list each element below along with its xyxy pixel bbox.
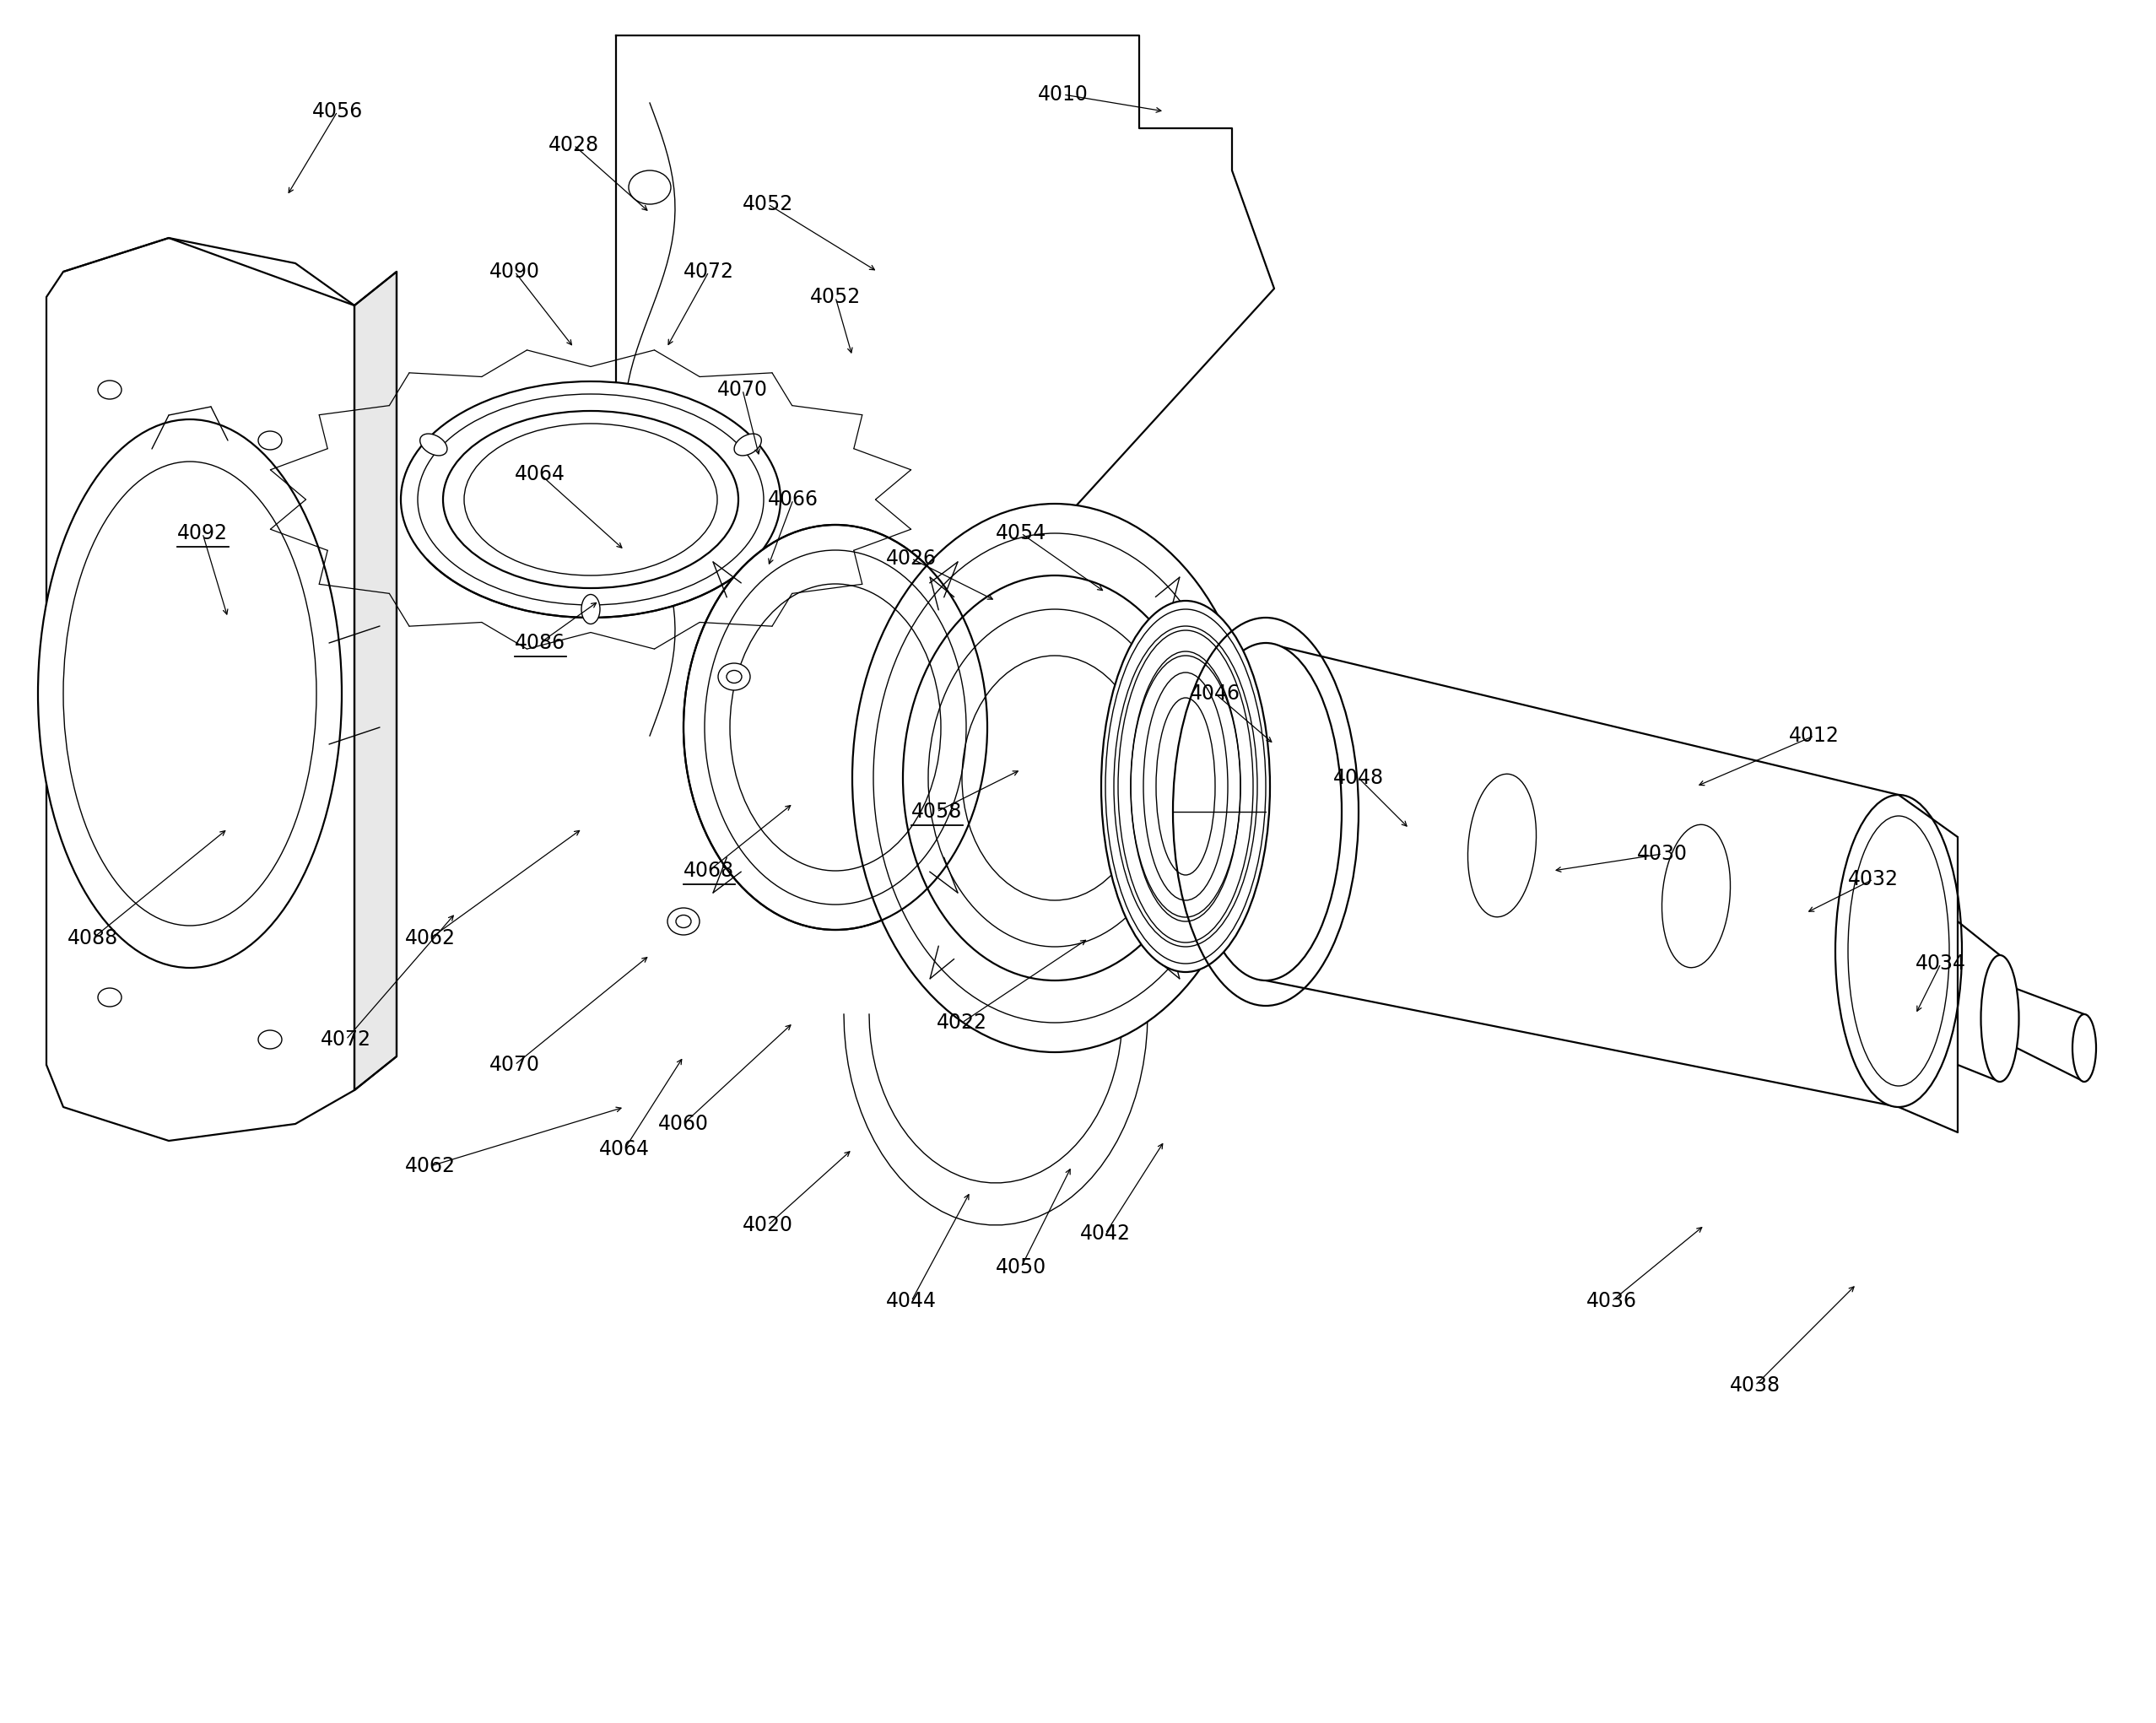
Ellipse shape <box>1835 794 1962 1108</box>
Ellipse shape <box>1662 825 1731 968</box>
Text: 4056: 4056 <box>313 102 362 122</box>
Text: 4066: 4066 <box>768 489 819 510</box>
Text: 4030: 4030 <box>1636 844 1688 863</box>
Ellipse shape <box>401 381 780 617</box>
Text: 4062: 4062 <box>405 929 455 948</box>
Text: 4046: 4046 <box>1190 684 1240 703</box>
Text: 4072: 4072 <box>683 262 735 283</box>
Text: 4062: 4062 <box>405 1156 455 1177</box>
Ellipse shape <box>1468 774 1537 917</box>
Text: 4072: 4072 <box>321 1029 371 1049</box>
Text: 4052: 4052 <box>742 195 793 214</box>
Ellipse shape <box>718 663 750 691</box>
Ellipse shape <box>420 434 446 455</box>
Polygon shape <box>47 238 354 1141</box>
Text: 4028: 4028 <box>548 134 599 155</box>
Text: 4092: 4092 <box>177 524 229 543</box>
Text: 4068: 4068 <box>683 862 735 880</box>
Ellipse shape <box>1190 643 1341 980</box>
Text: 4086: 4086 <box>515 632 565 653</box>
Text: 4032: 4032 <box>1848 868 1899 889</box>
Text: 4042: 4042 <box>1080 1223 1130 1244</box>
Ellipse shape <box>1102 601 1270 972</box>
Polygon shape <box>354 272 397 1091</box>
Ellipse shape <box>683 526 987 930</box>
Text: 4010: 4010 <box>1037 84 1089 105</box>
Text: 4036: 4036 <box>1587 1291 1636 1311</box>
Text: 4064: 4064 <box>599 1139 649 1160</box>
Text: 4052: 4052 <box>811 288 860 307</box>
Text: 4088: 4088 <box>67 929 119 948</box>
Text: 4050: 4050 <box>996 1258 1046 1277</box>
Text: 4012: 4012 <box>1789 725 1839 746</box>
Text: 4048: 4048 <box>1332 768 1384 787</box>
Ellipse shape <box>2072 1015 2096 1082</box>
Text: 4020: 4020 <box>742 1215 793 1235</box>
Ellipse shape <box>852 503 1257 1053</box>
Text: 4070: 4070 <box>489 1054 539 1075</box>
Text: 4034: 4034 <box>1915 953 1966 973</box>
Ellipse shape <box>582 594 599 624</box>
Text: 4064: 4064 <box>515 463 565 484</box>
Text: 4058: 4058 <box>912 801 962 822</box>
Text: 4044: 4044 <box>886 1291 936 1311</box>
Ellipse shape <box>630 171 671 205</box>
Text: 4060: 4060 <box>658 1113 709 1134</box>
Ellipse shape <box>668 908 699 936</box>
Text: 4090: 4090 <box>489 262 539 283</box>
Ellipse shape <box>442 410 737 588</box>
Text: 4038: 4038 <box>1729 1375 1781 1396</box>
Text: 4022: 4022 <box>936 1013 987 1032</box>
Text: 4026: 4026 <box>886 548 936 569</box>
Ellipse shape <box>735 434 761 455</box>
Text: 4054: 4054 <box>996 524 1046 543</box>
Ellipse shape <box>39 419 343 968</box>
Text: 4070: 4070 <box>718 379 768 400</box>
Ellipse shape <box>1981 955 2018 1082</box>
